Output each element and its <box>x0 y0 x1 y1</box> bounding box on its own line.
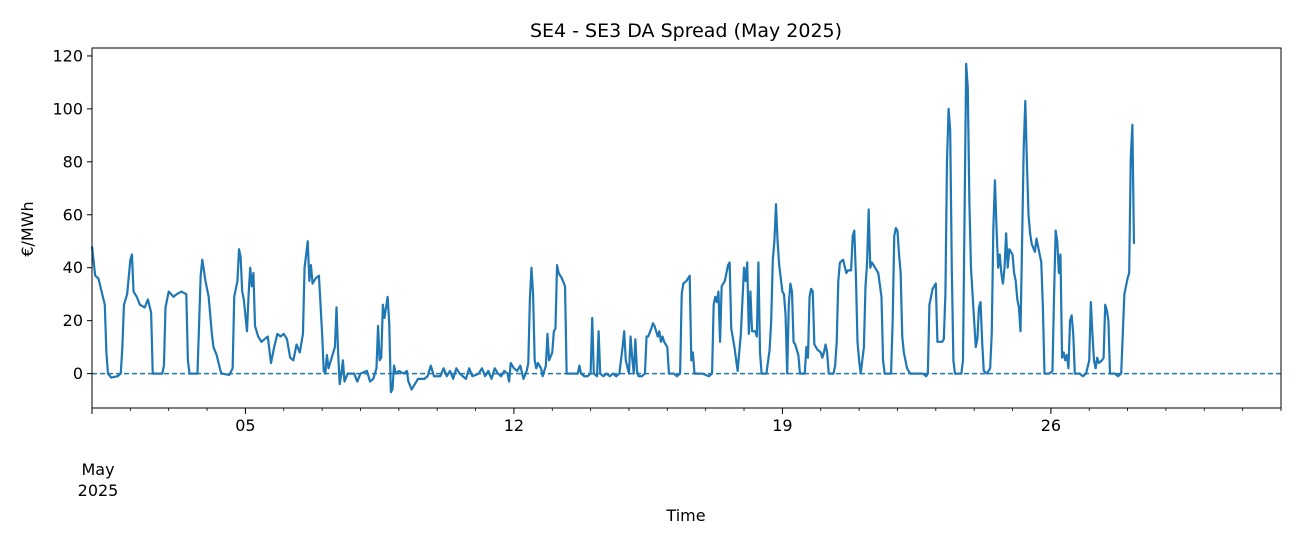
y-tick-label: 20 <box>63 311 83 330</box>
y-tick-label: 0 <box>73 364 83 383</box>
x-tick-label: 26 <box>1041 416 1061 435</box>
y-tick-label: 100 <box>52 99 83 118</box>
y-tick-label: 80 <box>63 152 83 171</box>
series-line-0 <box>90 62 1136 394</box>
x-tick-label: 12 <box>504 416 524 435</box>
plot-area: 0 20 40 60 80 100 120 05 12 19 26 <box>52 46 1282 435</box>
y-axis-label: €/MWh <box>18 201 37 256</box>
x-month-label: May <box>81 460 114 479</box>
y-tick-label: 120 <box>52 46 83 65</box>
chart-title: SE4 - SE3 DA Spread (May 2025) <box>530 20 842 42</box>
y-tick-label: 60 <box>63 205 83 224</box>
x-tick-label: 05 <box>235 416 255 435</box>
x-tick-label: 19 <box>772 416 792 435</box>
x-year-label: 2025 <box>78 481 119 500</box>
x-axis-label: Time <box>665 506 705 525</box>
plot-frame <box>91 47 1282 409</box>
y-tick-label: 40 <box>63 258 83 277</box>
